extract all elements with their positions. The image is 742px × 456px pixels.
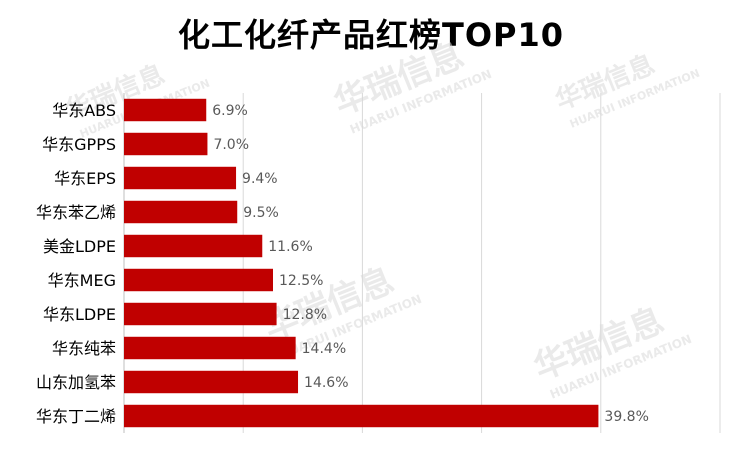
category-label: 山东加氢苯 (36, 373, 116, 392)
category-label: 华东GPPS (42, 135, 116, 154)
bar (124, 404, 599, 428)
bar (124, 370, 299, 394)
category-label: 华东丁二烯 (36, 407, 116, 426)
data-label: 7.0% (213, 137, 249, 153)
bar (124, 234, 263, 258)
data-label: 11.6% (268, 239, 312, 255)
category-label: 华东纯苯 (52, 339, 116, 358)
data-label: 9.4% (242, 171, 278, 187)
bar (124, 268, 273, 292)
data-label: 39.8% (604, 409, 648, 425)
category-label: 华东LDPE (43, 305, 116, 324)
bar (124, 336, 296, 360)
data-label: 12.5% (279, 273, 323, 289)
bar (124, 98, 207, 122)
bars: 华东ABS 6.9% 华东GPPS 7.0% 华东EPS 9.4% 华东苯乙烯 9.5% 美金L… (36, 98, 649, 428)
data-label: 12.8% (283, 307, 327, 323)
chart-title: 化工化纤产品红榜TOP10 (177, 16, 565, 54)
data-label: 6.9% (212, 103, 248, 119)
gridlines (242, 93, 721, 433)
category-label: 华东苯乙烯 (36, 203, 116, 222)
category-label: 华东MEG (48, 271, 116, 290)
category-label: 美金LDPE (43, 237, 116, 256)
bar (124, 200, 238, 224)
category-label: 华东EPS (54, 169, 116, 188)
bar (124, 132, 208, 156)
data-label: 9.5% (243, 205, 279, 221)
category-label: 华东ABS (52, 101, 116, 120)
bar (124, 302, 277, 326)
bar (124, 166, 237, 190)
data-label: 14.4% (302, 341, 346, 357)
data-label: 14.6% (304, 375, 348, 391)
